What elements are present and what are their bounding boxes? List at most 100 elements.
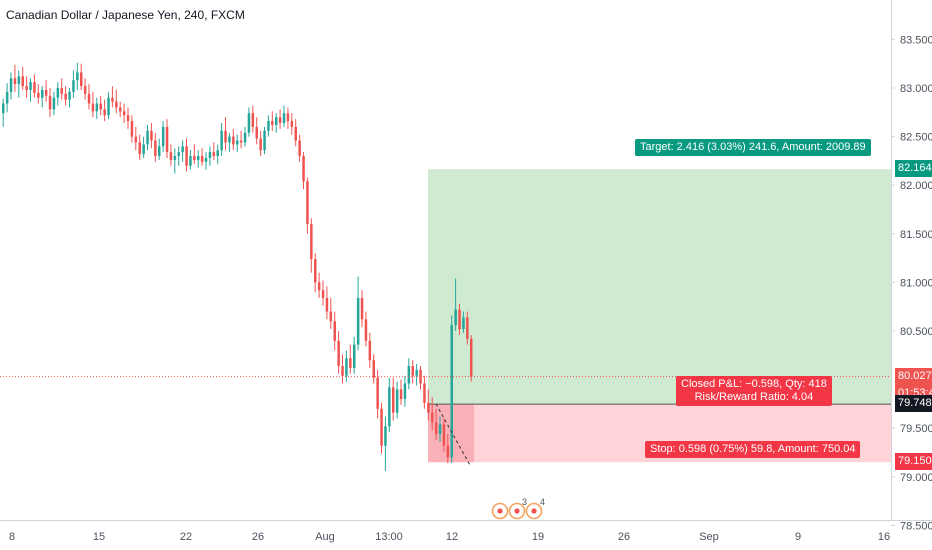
risk-reward-text: Risk/Reward Ratio: 4.04	[694, 391, 814, 403]
candle-body	[220, 130, 223, 151]
entry-price-tag: 79.748	[895, 395, 932, 413]
candle	[462, 311, 465, 333]
chart-grid	[0, 0, 932, 521]
candle-body	[107, 97, 110, 116]
candle-body	[52, 97, 56, 110]
candle-body	[286, 113, 290, 122]
event-dot	[531, 508, 537, 514]
candle	[446, 434, 450, 464]
candle	[189, 150, 192, 170]
y-tick-label: 81.500	[900, 229, 932, 241]
candle	[208, 146, 212, 166]
candle	[158, 138, 161, 160]
candle	[306, 177, 309, 234]
candle-body	[395, 389, 399, 413]
candle	[431, 397, 434, 431]
candle	[29, 78, 32, 102]
candle	[220, 122, 223, 157]
event-marker-icon	[508, 502, 526, 520]
candle	[470, 334, 473, 382]
candle-body	[212, 152, 216, 157]
candle-body	[239, 140, 243, 143]
candle-body	[83, 86, 87, 94]
candle-body	[372, 360, 375, 378]
candle-body	[197, 156, 200, 160]
candle-body	[325, 297, 329, 312]
candle-body	[232, 136, 235, 145]
candle	[197, 150, 200, 168]
candle-body	[263, 130, 266, 151]
candle	[99, 95, 102, 116]
candle	[44, 80, 48, 102]
event-dot	[497, 508, 503, 514]
candle	[142, 136, 145, 158]
stop-label: Stop: 0.598 (0.75%) 59.8, Amount: 750.04	[645, 441, 861, 458]
candle-body	[399, 389, 403, 400]
candle	[263, 126, 266, 155]
candle	[224, 117, 227, 151]
candle	[103, 99, 106, 122]
candle	[146, 124, 149, 151]
candle-body	[80, 72, 83, 87]
y-tick-label: 80.500	[900, 326, 932, 338]
candle	[302, 152, 305, 190]
stop-price-tag: 79.150	[895, 453, 932, 471]
candle-body	[99, 103, 102, 110]
closed-pnl-text: Closed P&L: −0.598, Qty: 418	[681, 378, 827, 390]
candle	[341, 354, 344, 384]
candle	[321, 280, 325, 306]
candle	[181, 140, 184, 162]
candle	[275, 113, 278, 133]
current-price-tag: 80.027	[895, 367, 932, 385]
candle	[5, 83, 9, 113]
x-tick-label: 13:00	[375, 531, 403, 543]
candle-body	[158, 146, 161, 157]
candle	[259, 130, 262, 157]
candle	[193, 144, 196, 164]
candle-body	[446, 445, 450, 458]
candle-body	[415, 369, 418, 376]
candle	[161, 121, 165, 153]
candle	[33, 74, 36, 98]
candle	[48, 88, 52, 118]
candle	[458, 303, 461, 335]
candle	[37, 84, 40, 104]
candle	[438, 416, 442, 442]
candle-body	[76, 72, 79, 81]
candle	[294, 119, 297, 147]
candle-body	[356, 297, 360, 345]
candle	[364, 311, 368, 347]
candle-body	[376, 377, 379, 409]
position-zones	[428, 169, 891, 463]
candle	[317, 272, 321, 298]
candle-body	[165, 126, 169, 153]
candle-body	[423, 383, 426, 403]
candle-body	[64, 93, 67, 100]
candle-body	[353, 344, 356, 368]
candle-body	[41, 89, 44, 98]
candle-body	[310, 224, 313, 260]
candle-body	[294, 126, 297, 141]
candle	[122, 103, 126, 123]
candle-body	[392, 387, 395, 413]
candle	[204, 152, 208, 170]
candle	[64, 86, 67, 106]
candle-body	[454, 309, 457, 326]
candle-body	[368, 340, 372, 361]
candle	[236, 134, 239, 153]
x-tick-label: Sep	[699, 531, 719, 543]
candle	[419, 365, 422, 390]
candle-body	[200, 156, 204, 162]
candle	[442, 418, 446, 452]
candle	[454, 278, 457, 331]
candle	[134, 126, 138, 151]
candle	[21, 66, 24, 90]
candle-body	[337, 340, 340, 366]
candle-body	[380, 408, 383, 446]
event-dot	[514, 508, 520, 514]
candle	[72, 70, 75, 98]
candle	[115, 89, 118, 114]
candle	[388, 377, 391, 433]
